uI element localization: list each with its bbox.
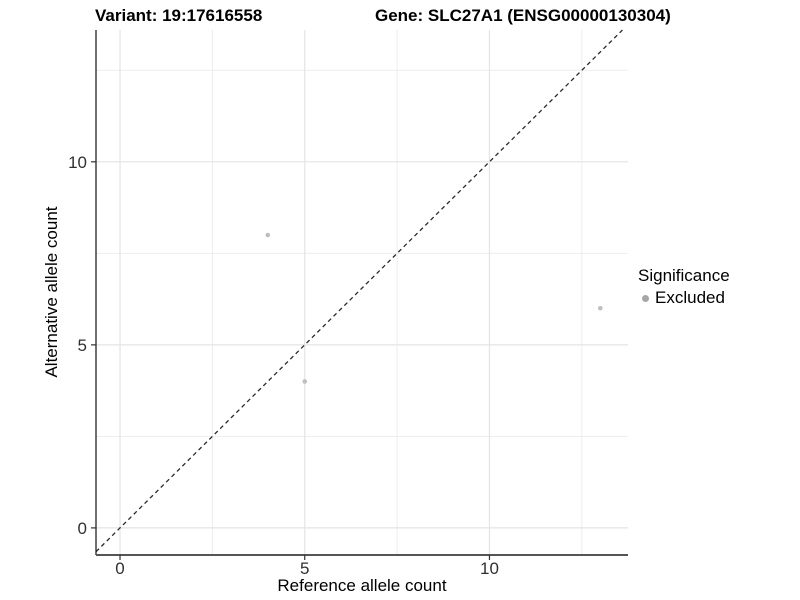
legend-point-icon — [642, 294, 649, 302]
x-tick-label: 5 — [300, 559, 309, 578]
legend-entry-label: Excluded — [655, 288, 725, 307]
identity-line — [95, 29, 623, 553]
legend-title: Significance — [638, 266, 730, 285]
y-tick-label: 5 — [78, 336, 87, 355]
legend-entry-excluded: Excluded — [638, 287, 730, 309]
legend: Significance Excluded — [638, 265, 730, 309]
y-tick-label: 0 — [78, 519, 87, 538]
y-axis-title: Alternative allele count — [42, 206, 61, 378]
x-tick-label: 10 — [480, 559, 499, 578]
data-point — [265, 232, 271, 238]
plot-title-variant: Variant: 19:17616558 — [95, 6, 263, 25]
plot-title-gene: Gene: SLC27A1 (ENSG00000130304) — [375, 6, 671, 25]
x-axis-title: Reference allele count — [277, 576, 447, 595]
data-point — [597, 305, 603, 311]
y-tick-label: 10 — [68, 153, 87, 172]
x-tick-label: 0 — [115, 559, 124, 578]
data-point — [302, 379, 308, 384]
